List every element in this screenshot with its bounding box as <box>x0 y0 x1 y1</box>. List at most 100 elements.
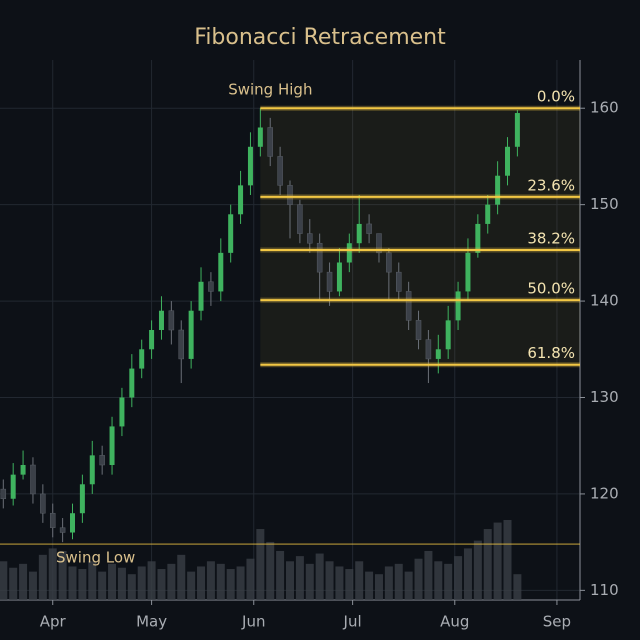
candle-body <box>0 488 7 500</box>
volume-bar <box>177 554 186 600</box>
candle-body <box>30 464 36 495</box>
candle-body <box>267 127 273 157</box>
candle-body <box>356 223 362 244</box>
y-tick-label: 150 <box>590 195 619 213</box>
candle-body <box>238 185 244 215</box>
volume-bar <box>0 561 8 600</box>
volume-bar <box>384 566 393 600</box>
candle-body <box>99 455 105 466</box>
candle-body <box>435 349 441 359</box>
candle-body <box>455 291 461 321</box>
volume-bar <box>19 563 28 600</box>
y-tick-label: 110 <box>590 581 619 599</box>
swing-high-label: Swing High <box>228 81 312 99</box>
volume-bar <box>286 561 294 600</box>
volume-bar <box>58 550 67 600</box>
candle-body <box>485 204 491 224</box>
candle-body <box>188 310 194 359</box>
volume-bar <box>315 553 324 600</box>
y-tick-label: 160 <box>590 99 619 117</box>
volume-bar <box>246 558 255 600</box>
candle-body <box>129 368 135 398</box>
candle-body <box>386 252 392 273</box>
volume-bar <box>295 556 304 600</box>
y-tick-label: 130 <box>590 388 619 406</box>
volume-bar <box>157 569 166 600</box>
candle-body <box>218 252 224 292</box>
candle-body <box>465 252 471 292</box>
x-tick-label: Sep <box>543 613 571 631</box>
volume-bar <box>216 563 225 600</box>
candle-body <box>178 329 184 360</box>
volume-bar <box>127 574 136 600</box>
volume-bar <box>197 566 206 600</box>
candle-body <box>109 426 115 465</box>
candle-body <box>287 185 293 205</box>
volume-bar <box>355 561 364 600</box>
volume-bar <box>434 561 443 600</box>
candle-body <box>307 233 313 244</box>
candle-body <box>59 527 66 533</box>
volume-bar <box>147 561 156 600</box>
candle-body <box>425 339 432 360</box>
candle-body <box>326 271 333 292</box>
x-tick-label: Jun <box>241 613 265 631</box>
candle-body <box>10 474 16 499</box>
candle-body <box>70 513 75 533</box>
candle-body <box>445 320 451 350</box>
candle-body <box>277 156 283 186</box>
chart-title: Fibonacci Retracement <box>194 25 446 50</box>
y-tick-label: 120 <box>590 484 619 502</box>
volume-bar <box>493 522 502 600</box>
candle-body <box>297 204 303 234</box>
volume-bar <box>276 550 285 600</box>
volume-bar <box>38 554 47 600</box>
volume-bar <box>454 556 463 600</box>
candle-body <box>396 271 402 292</box>
volume-bar <box>48 548 57 600</box>
volume-bar <box>187 571 196 600</box>
volume-bar <box>365 571 374 600</box>
volume-bar <box>483 529 492 600</box>
fib-level-label: 50.0% <box>527 280 575 298</box>
candle-body <box>40 493 46 514</box>
volume-bar <box>28 571 37 600</box>
candle-body <box>198 281 204 311</box>
volume-bar <box>117 567 126 600</box>
volume-bar <box>108 563 117 600</box>
volume-bar <box>266 541 275 600</box>
volume-bar <box>424 550 433 600</box>
volume-bar <box>206 561 215 600</box>
candle-body <box>20 465 26 475</box>
candle-body <box>208 281 214 292</box>
volume-bar <box>68 566 77 600</box>
volume-bar <box>414 558 423 600</box>
candle-body <box>49 512 56 528</box>
x-tick-label: Apr <box>40 613 67 631</box>
candle-body <box>158 310 164 330</box>
x-tick-label: Aug <box>440 613 469 631</box>
volume-bar <box>374 574 383 600</box>
x-tick-label: Jul <box>343 613 362 631</box>
volume-bar <box>394 563 403 600</box>
volume-bar <box>88 561 97 600</box>
candle-body <box>228 214 234 253</box>
volume-bar <box>98 571 107 600</box>
volume-bar <box>256 529 265 600</box>
volume-bar <box>236 566 245 600</box>
fib-level-label: 23.6% <box>527 176 575 194</box>
candle-body <box>475 223 481 253</box>
volume-bar <box>9 567 18 600</box>
candle-body <box>79 484 85 514</box>
swing-low-label: Swing Low <box>56 549 135 567</box>
candle-body <box>89 455 95 485</box>
fib-level-label: 38.2% <box>527 229 575 247</box>
volume-bar <box>345 569 354 600</box>
candle-body <box>168 310 175 331</box>
volume-bar <box>226 569 235 600</box>
candle-body <box>346 243 352 263</box>
candle-body <box>505 146 510 176</box>
candle-body <box>119 397 125 427</box>
